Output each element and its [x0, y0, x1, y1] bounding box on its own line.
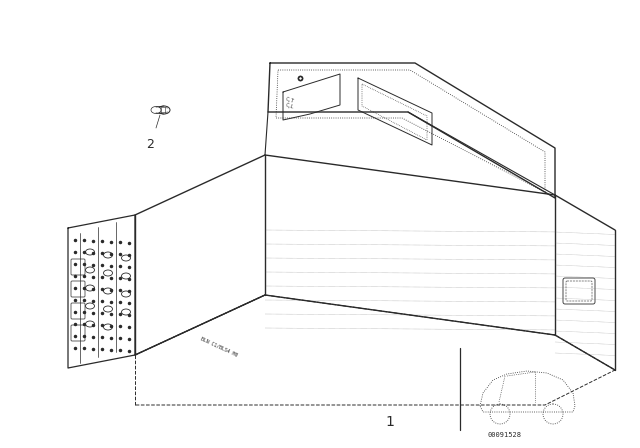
Ellipse shape [104, 252, 113, 258]
Text: 1: 1 [385, 415, 394, 429]
Ellipse shape [86, 285, 95, 291]
FancyBboxPatch shape [71, 303, 85, 319]
Text: 2: 2 [146, 138, 154, 151]
Ellipse shape [122, 273, 131, 279]
FancyBboxPatch shape [71, 281, 85, 297]
Ellipse shape [122, 309, 131, 315]
Text: C,L: C,L [285, 102, 295, 110]
Ellipse shape [122, 255, 131, 261]
Ellipse shape [104, 324, 113, 330]
Ellipse shape [104, 288, 113, 294]
Ellipse shape [86, 249, 95, 255]
Text: 00091528: 00091528 [487, 432, 521, 438]
Ellipse shape [86, 303, 95, 309]
Ellipse shape [104, 306, 113, 312]
Text: BLN C1/BLS4 M0: BLN C1/BLS4 M0 [200, 336, 239, 358]
Ellipse shape [86, 267, 95, 273]
Ellipse shape [151, 107, 161, 113]
Ellipse shape [158, 106, 170, 114]
Ellipse shape [104, 270, 113, 276]
FancyBboxPatch shape [563, 278, 595, 304]
Text: C,T: C,T [285, 96, 295, 104]
FancyBboxPatch shape [71, 259, 85, 275]
Ellipse shape [122, 291, 131, 297]
Ellipse shape [86, 321, 95, 327]
FancyBboxPatch shape [71, 325, 85, 341]
